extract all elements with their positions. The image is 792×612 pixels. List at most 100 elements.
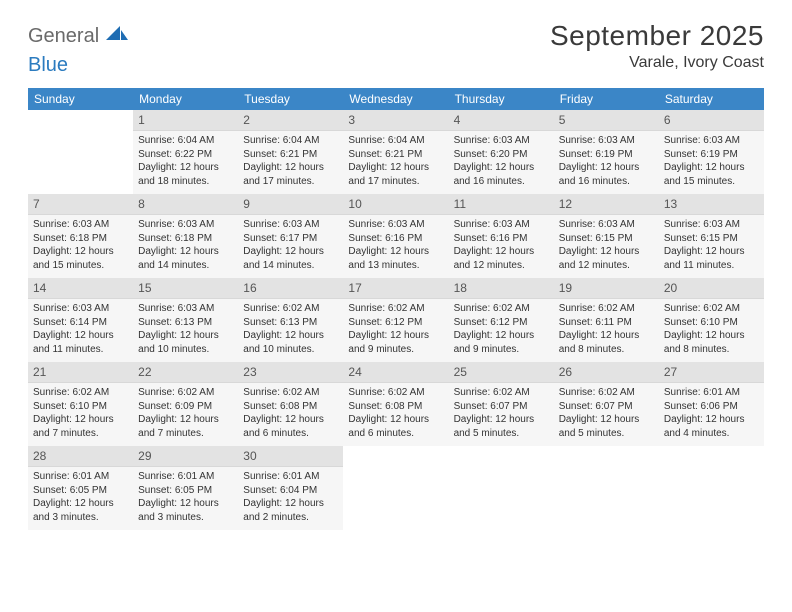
day-number bbox=[28, 110, 133, 130]
calendar-week: 1Sunrise: 6:04 AMSunset: 6:22 PMDaylight… bbox=[28, 110, 764, 194]
calendar-day: 12Sunrise: 6:03 AMSunset: 6:15 PMDayligh… bbox=[554, 194, 659, 278]
day-number: 30 bbox=[238, 446, 343, 467]
sunset-line: Sunset: 6:21 PM bbox=[348, 148, 443, 162]
day-body: Sunrise: 6:01 AMSunset: 6:06 PMDaylight:… bbox=[659, 383, 764, 446]
daylight-line: Daylight: 12 hours and 9 minutes. bbox=[348, 329, 443, 356]
day-body: Sunrise: 6:02 AMSunset: 6:10 PMDaylight:… bbox=[659, 299, 764, 362]
day-number: 19 bbox=[554, 278, 659, 299]
sunrise-line: Sunrise: 6:02 AM bbox=[33, 386, 128, 400]
logo-text-block: General Blue bbox=[28, 26, 128, 76]
daylight-line: Daylight: 12 hours and 12 minutes. bbox=[559, 245, 654, 272]
day-number: 23 bbox=[238, 362, 343, 383]
daylight-line: Daylight: 12 hours and 5 minutes. bbox=[454, 413, 549, 440]
day-number: 9 bbox=[238, 194, 343, 215]
daylight-line: Daylight: 12 hours and 17 minutes. bbox=[348, 161, 443, 188]
sunrise-line: Sunrise: 6:02 AM bbox=[348, 386, 443, 400]
day-number bbox=[659, 446, 764, 466]
day-body: Sunrise: 6:03 AMSunset: 6:14 PMDaylight:… bbox=[28, 299, 133, 362]
sunrise-line: Sunrise: 6:03 AM bbox=[664, 134, 759, 148]
calendar-empty-cell bbox=[343, 446, 448, 530]
calendar-day: 18Sunrise: 6:02 AMSunset: 6:12 PMDayligh… bbox=[449, 278, 554, 362]
daylight-line: Daylight: 12 hours and 4 minutes. bbox=[664, 413, 759, 440]
day-number: 16 bbox=[238, 278, 343, 299]
dow-header: Thursday bbox=[449, 88, 554, 110]
calendar-day: 26Sunrise: 6:02 AMSunset: 6:07 PMDayligh… bbox=[554, 362, 659, 446]
logo-blue: Blue bbox=[28, 54, 68, 76]
daylight-line: Daylight: 12 hours and 8 minutes. bbox=[559, 329, 654, 356]
calendar-week: 14Sunrise: 6:03 AMSunset: 6:14 PMDayligh… bbox=[28, 278, 764, 362]
daylight-line: Daylight: 12 hours and 16 minutes. bbox=[454, 161, 549, 188]
logo: General Blue bbox=[28, 20, 128, 76]
calendar-day: 30Sunrise: 6:01 AMSunset: 6:04 PMDayligh… bbox=[238, 446, 343, 530]
day-number: 3 bbox=[343, 110, 448, 131]
sunset-line: Sunset: 6:13 PM bbox=[138, 316, 233, 330]
logo-general: General bbox=[28, 25, 99, 47]
calendar-day: 4Sunrise: 6:03 AMSunset: 6:20 PMDaylight… bbox=[449, 110, 554, 194]
calendar-day: 3 Sunrise: 6:04 AMSunset: 6:21 PMDaylight… bbox=[343, 110, 448, 194]
sunset-line: Sunset: 6:13 PM bbox=[243, 316, 338, 330]
daylight-line: Daylight: 12 hours and 9 minutes. bbox=[454, 329, 549, 356]
daylight-line: Daylight: 12 hours and 17 minutes. bbox=[243, 161, 338, 188]
calendar-day: 6Sunrise: 6:03 AMSunset: 6:19 PMDaylight… bbox=[659, 110, 764, 194]
day-body: Sunrise: 6:01 AMSunset: 6:05 PMDaylight:… bbox=[133, 467, 238, 530]
day-body: Sunrise: 6:03 AMSunset: 6:20 PMDaylight:… bbox=[449, 131, 554, 194]
sunset-line: Sunset: 6:21 PM bbox=[243, 148, 338, 162]
daylight-line: Daylight: 12 hours and 7 minutes. bbox=[138, 413, 233, 440]
calendar-grid: 1Sunrise: 6:04 AMSunset: 6:22 PMDaylight… bbox=[28, 110, 764, 530]
sunrise-line: Sunrise: 6:02 AM bbox=[454, 386, 549, 400]
sunset-line: Sunset: 6:16 PM bbox=[348, 232, 443, 246]
sunrise-line: Sunrise: 6:01 AM bbox=[33, 470, 128, 484]
sunrise-line: Sunrise: 6:01 AM bbox=[664, 386, 759, 400]
sunset-line: Sunset: 6:04 PM bbox=[243, 484, 338, 498]
day-number: 20 bbox=[659, 278, 764, 299]
day-body: Sunrise: 6:01 AMSunset: 6:04 PMDaylight:… bbox=[238, 467, 343, 530]
day-body: Sunrise: 6:04 AMSunset: 6:21 PMDaylight:… bbox=[238, 131, 343, 194]
daylight-line: Daylight: 12 hours and 11 minutes. bbox=[664, 245, 759, 272]
sunrise-line: Sunrise: 6:02 AM bbox=[454, 302, 549, 316]
day-number: 22 bbox=[133, 362, 238, 383]
day-number: 7 bbox=[28, 194, 133, 215]
day-body: Sunrise: 6:02 AMSunset: 6:09 PMDaylight:… bbox=[133, 383, 238, 446]
calendar-day: 22Sunrise: 6:02 AMSunset: 6:09 PMDayligh… bbox=[133, 362, 238, 446]
day-number: 13 bbox=[659, 194, 764, 215]
day-body: Sunrise: 6:02 AMSunset: 6:07 PMDaylight:… bbox=[449, 383, 554, 446]
calendar-day: 2Sunrise: 6:04 AMSunset: 6:21 PMDaylight… bbox=[238, 110, 343, 194]
day-body bbox=[554, 466, 659, 524]
day-body: Sunrise: 6:03 AMSunset: 6:19 PMDaylight:… bbox=[659, 131, 764, 194]
sunrise-line: Sunrise: 6:04 AM bbox=[348, 134, 443, 148]
logo-sail-icon bbox=[106, 26, 128, 47]
calendar-day: 27Sunrise: 6:01 AMSunset: 6:06 PMDayligh… bbox=[659, 362, 764, 446]
sunset-line: Sunset: 6:20 PM bbox=[454, 148, 549, 162]
calendar-week: 7Sunrise: 6:03 AMSunset: 6:18 PMDaylight… bbox=[28, 194, 764, 278]
location: Varale, Ivory Coast bbox=[550, 54, 764, 72]
calendar-day: 8Sunrise: 6:03 AMSunset: 6:18 PMDaylight… bbox=[133, 194, 238, 278]
day-number: 26 bbox=[554, 362, 659, 383]
daylight-line: Daylight: 12 hours and 10 minutes. bbox=[138, 329, 233, 356]
calendar-day: 25Sunrise: 6:02 AMSunset: 6:07 PMDayligh… bbox=[449, 362, 554, 446]
day-number: 28 bbox=[28, 446, 133, 467]
sunset-line: Sunset: 6:19 PM bbox=[559, 148, 654, 162]
calendar-day: 10Sunrise: 6:03 AMSunset: 6:16 PMDayligh… bbox=[343, 194, 448, 278]
calendar-day: 14Sunrise: 6:03 AMSunset: 6:14 PMDayligh… bbox=[28, 278, 133, 362]
calendar-day: 5Sunrise: 6:03 AMSunset: 6:19 PMDaylight… bbox=[554, 110, 659, 194]
daylight-line: Daylight: 12 hours and 15 minutes. bbox=[33, 245, 128, 272]
calendar-day: 20Sunrise: 6:02 AMSunset: 6:10 PMDayligh… bbox=[659, 278, 764, 362]
calendar-week: 28Sunrise: 6:01 AMSunset: 6:05 PMDayligh… bbox=[28, 446, 764, 530]
calendar-empty-cell bbox=[28, 110, 133, 194]
day-body: Sunrise: 6:02 AMSunset: 6:07 PMDaylight:… bbox=[554, 383, 659, 446]
day-number: 4 bbox=[449, 110, 554, 131]
sunrise-line: Sunrise: 6:03 AM bbox=[348, 218, 443, 232]
day-body: Sunrise: 6:03 AMSunset: 6:13 PMDaylight:… bbox=[133, 299, 238, 362]
daylight-line: Daylight: 12 hours and 12 minutes. bbox=[454, 245, 549, 272]
calendar-empty-cell bbox=[659, 446, 764, 530]
sunrise-line: Sunrise: 6:03 AM bbox=[243, 218, 338, 232]
dow-header: Sunday bbox=[28, 88, 133, 110]
day-body bbox=[343, 466, 448, 524]
sunset-line: Sunset: 6:15 PM bbox=[559, 232, 654, 246]
sunset-line: Sunset: 6:10 PM bbox=[664, 316, 759, 330]
daylight-line: Daylight: 12 hours and 6 minutes. bbox=[243, 413, 338, 440]
sunset-line: Sunset: 6:12 PM bbox=[348, 316, 443, 330]
day-number: 10 bbox=[343, 194, 448, 215]
calendar-day: 24Sunrise: 6:02 AMSunset: 6:08 PMDayligh… bbox=[343, 362, 448, 446]
calendar-day: 7Sunrise: 6:03 AMSunset: 6:18 PMDaylight… bbox=[28, 194, 133, 278]
